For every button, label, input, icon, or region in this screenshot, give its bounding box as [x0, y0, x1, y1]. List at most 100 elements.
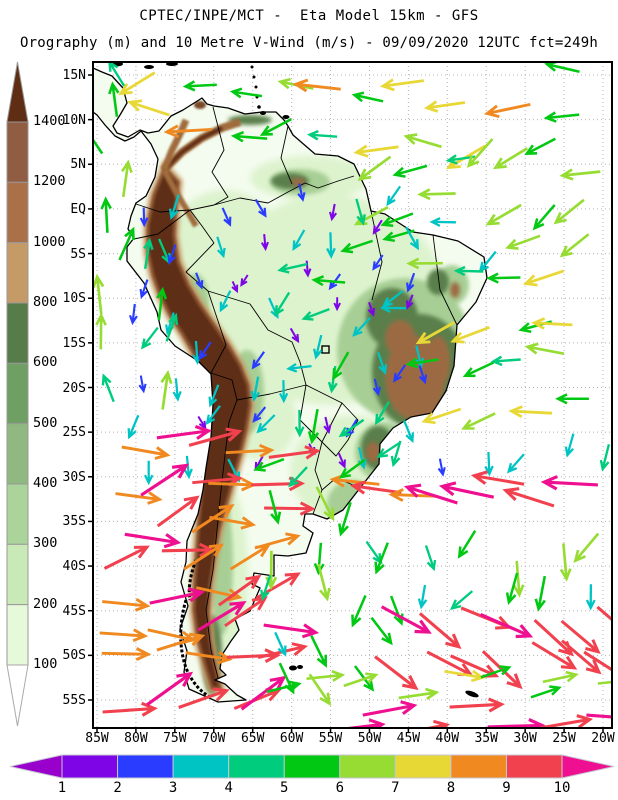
lon-label: 55W — [318, 731, 343, 746]
wind-arrow — [403, 133, 442, 149]
wind-arrow — [146, 671, 194, 706]
wind-arrow — [437, 458, 446, 477]
elevation-label: 400 — [33, 474, 58, 491]
wind-arrow — [470, 470, 525, 486]
wind-arrow — [484, 451, 494, 477]
wind-arrow — [140, 463, 190, 497]
wind-arrow — [121, 159, 133, 198]
lat-label: EQ — [70, 201, 86, 217]
wind-arrow — [338, 418, 365, 438]
wind-arrow — [101, 647, 152, 662]
wind-arrow — [487, 718, 546, 728]
lon-label: 20W — [591, 731, 615, 746]
wind-arrow — [264, 501, 316, 516]
wind-arrow — [127, 414, 140, 440]
wind-speed-label: 1 — [57, 780, 67, 796]
wind-arrow — [352, 317, 372, 337]
wind-arrow — [279, 380, 289, 404]
wind-speed-segment — [228, 754, 285, 779]
wind-arrow — [506, 453, 525, 474]
wind-arrow — [102, 598, 151, 612]
wind-arrow — [221, 207, 232, 227]
falkland-islands — [289, 665, 297, 671]
lat-label: 40S — [62, 559, 86, 575]
wind-arrow — [297, 183, 306, 202]
wind-arrow — [379, 303, 407, 313]
wind-arrow — [438, 481, 495, 499]
wind-arrow — [182, 80, 217, 92]
wind-arrow — [224, 596, 268, 628]
wind-arrow — [208, 384, 220, 408]
wind-arrow — [405, 226, 419, 251]
wind-arrow — [421, 407, 462, 425]
wind-arrow — [252, 406, 267, 423]
wind-arrow — [310, 635, 327, 668]
wind-arrow — [429, 217, 456, 227]
wind-arrow — [143, 460, 154, 486]
wind-arrow — [95, 312, 107, 350]
wind-arrow — [160, 369, 173, 410]
wind-arrow — [93, 129, 104, 155]
map-frame — [92, 61, 613, 729]
wind-arrow — [466, 138, 494, 168]
wind-arrow — [140, 326, 159, 350]
wind-arrow — [403, 420, 415, 444]
wind-arrow — [340, 239, 374, 254]
wind-arrow — [355, 198, 366, 226]
lon-label: 65W — [240, 731, 265, 746]
wind-arrow — [374, 655, 419, 691]
wind-arrow — [338, 501, 352, 537]
wind-arrow — [231, 281, 239, 294]
wind-arrow — [100, 196, 112, 233]
page-title: CPTEC/INPE/MCT - Eta Model 15km - GFS — [139, 8, 479, 24]
elevation-segment — [6, 543, 29, 606]
wind-arrow — [139, 279, 149, 300]
wind-arrow — [343, 672, 379, 688]
wind-arrow — [423, 100, 466, 113]
wind-arrow — [418, 612, 462, 649]
wind-speed-label: 3 — [168, 780, 178, 796]
wind-arrow — [422, 719, 451, 728]
wind-arrow — [560, 619, 601, 654]
wind-arrow — [138, 375, 147, 394]
wind-arrow — [524, 342, 565, 356]
wind-arrow — [292, 78, 341, 93]
wind-arrow — [101, 373, 115, 403]
wind-arrow — [195, 272, 204, 290]
wind-over-arrow — [561, 754, 615, 779]
wind-arrow — [531, 317, 573, 330]
page-subtitle: Orography (m) and 10 Metre V-Wind (m/s) … — [19, 35, 599, 51]
wind-arrow — [292, 229, 306, 252]
wind-arrow — [312, 334, 323, 360]
wind-arrows — [93, 62, 612, 728]
wind-arrow — [534, 575, 547, 612]
lon-label: 35W — [474, 731, 498, 746]
wind-arrow — [268, 489, 282, 525]
wind-arrow — [553, 198, 585, 225]
lon-label: 25W — [552, 731, 576, 746]
lon-label: 75W — [163, 731, 187, 746]
wind-arrow — [596, 605, 612, 622]
wind-speed-label: 5 — [280, 780, 289, 796]
lat-label: 10S — [62, 291, 86, 307]
elevation-label: 1400 — [33, 113, 66, 129]
wind-arrow — [337, 452, 346, 469]
wind-speed-label: 2 — [113, 780, 122, 796]
wind-arrow — [185, 651, 233, 665]
lat-label: 25S — [62, 425, 86, 441]
wind-arrow — [260, 234, 269, 252]
wind-arrow — [486, 272, 521, 284]
elevation-segment — [6, 362, 29, 425]
wind-arrow — [450, 326, 490, 344]
wind-arrow — [508, 405, 553, 419]
coastline — [92, 67, 488, 703]
wind-arrow — [524, 137, 556, 155]
wind-arrow — [376, 441, 402, 459]
wind-arrow — [225, 443, 275, 458]
lon-label: 30W — [513, 731, 537, 746]
wind-arrow — [380, 605, 432, 634]
wind-arrow — [386, 185, 402, 207]
wind-arrow — [372, 254, 384, 271]
wind-arrow — [127, 99, 170, 117]
wind-arrow — [379, 78, 424, 92]
